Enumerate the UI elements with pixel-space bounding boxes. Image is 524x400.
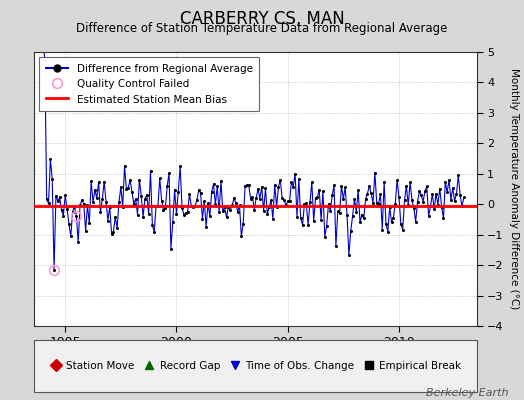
Legend: Difference from Regional Average, Quality Control Failed, Estimated Station Mean: Difference from Regional Average, Qualit… <box>39 57 259 111</box>
Y-axis label: Monthly Temperature Anomaly Difference (°C): Monthly Temperature Anomaly Difference (… <box>509 68 519 310</box>
Text: CARBERRY CS, MAN: CARBERRY CS, MAN <box>180 10 344 28</box>
Legend: Station Move, Record Gap, Time of Obs. Change, Empirical Break: Station Move, Record Gap, Time of Obs. C… <box>46 357 465 375</box>
Text: Berkeley Earth: Berkeley Earth <box>426 388 508 398</box>
Text: Difference of Station Temperature Data from Regional Average: Difference of Station Temperature Data f… <box>77 22 447 35</box>
